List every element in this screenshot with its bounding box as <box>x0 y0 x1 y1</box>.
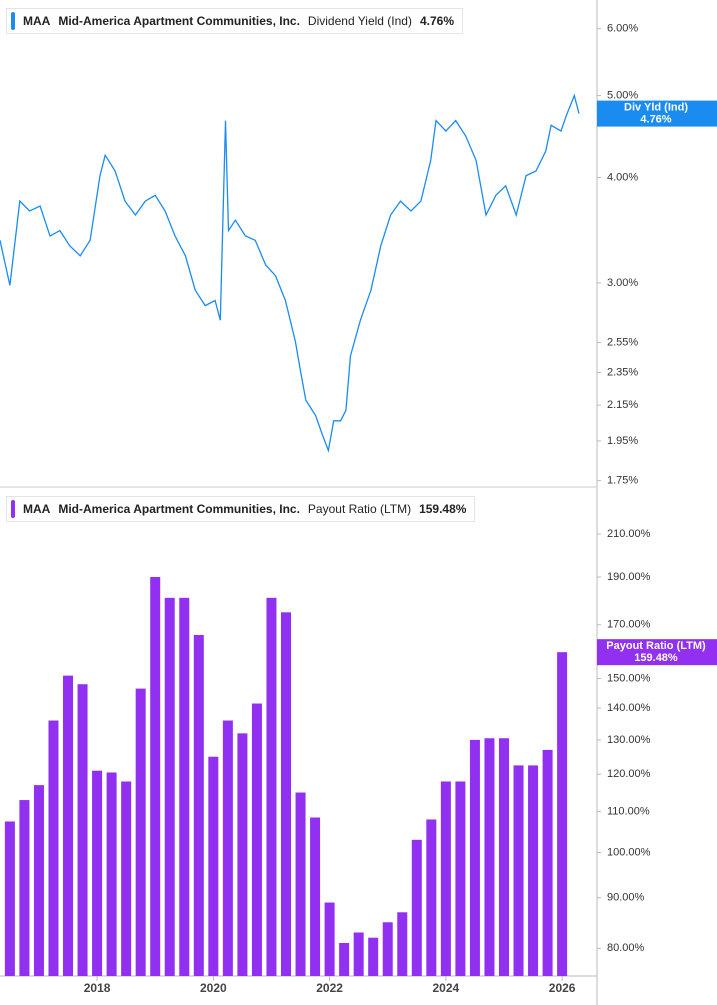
badge-title: Payout Ratio (LTM) <box>606 640 706 652</box>
bar <box>48 720 59 976</box>
bar <box>208 756 219 976</box>
bar <box>92 770 103 976</box>
y-tick-label: 140.00% <box>607 702 651 714</box>
x-tick-label: 2024 <box>433 981 460 995</box>
bar <box>498 738 509 976</box>
bar <box>513 765 524 976</box>
bar <box>455 781 466 976</box>
y-tick-label: 6.00% <box>607 23 638 35</box>
bar <box>484 738 495 976</box>
y-tick-label: 90.00% <box>607 892 645 904</box>
y-tick-label: 190.00% <box>607 571 651 583</box>
value-badge <box>597 100 717 127</box>
y-tick-label: 170.00% <box>607 619 651 631</box>
bar <box>440 781 451 976</box>
bar <box>77 684 88 976</box>
y-tick-label: 3.00% <box>607 277 638 289</box>
color-key <box>11 500 15 518</box>
badge-title: Div Yld (Ind) <box>624 102 688 114</box>
y-tick-label: 110.00% <box>607 806 650 818</box>
bar <box>251 703 262 976</box>
bar <box>106 772 117 976</box>
ticker: MAA <box>23 14 51 28</box>
y-tick-label: 100.00% <box>607 846 651 858</box>
y-tick-label: 1.95% <box>607 435 638 447</box>
x-tick-label: 2022 <box>316 981 343 995</box>
x-tick-label: 2020 <box>200 981 227 995</box>
bar <box>542 749 553 976</box>
bar <box>222 720 233 976</box>
metric: Payout Ratio (LTM) <box>307 502 412 516</box>
y-tick-label: 2.35% <box>607 366 638 378</box>
bar <box>469 739 480 976</box>
bar <box>33 785 44 976</box>
ticker: MAA <box>23 502 51 516</box>
current-value: 4.76% <box>419 14 455 28</box>
metric: Dividend Yield (Ind) <box>307 14 412 28</box>
bar <box>281 612 292 976</box>
company: Mid-America Apartment Communities, Inc. <box>58 502 300 516</box>
bar <box>528 765 539 976</box>
bar <box>295 792 306 976</box>
y-tick-label: 5.00% <box>607 89 638 101</box>
bar <box>19 800 30 976</box>
y-tick-label: 2.15% <box>607 399 638 411</box>
bar <box>4 821 15 976</box>
bar <box>411 839 422 976</box>
bar <box>135 688 146 976</box>
y-tick-label: 210.00% <box>607 528 651 540</box>
current-value: 159.48% <box>419 502 467 516</box>
bar <box>324 902 335 976</box>
header: MAA Mid-America Apartment Communities, I… <box>6 496 476 522</box>
header: MAA Mid-America Apartment Communities, I… <box>6 8 464 34</box>
x-tick-label: 2018 <box>84 981 111 995</box>
bar <box>63 675 74 976</box>
bar <box>557 652 568 976</box>
y-tick-label: 130.00% <box>607 734 651 746</box>
bar <box>339 942 350 976</box>
bar <box>193 634 204 976</box>
bar <box>150 577 161 976</box>
bar <box>237 733 248 976</box>
bar <box>310 817 321 976</box>
badge-value: 4.76% <box>640 114 671 126</box>
bar <box>164 597 175 976</box>
y-tick-label: 1.75% <box>607 475 638 487</box>
y-tick-label: 150.00% <box>607 672 651 684</box>
bar <box>266 597 277 976</box>
y-tick-label: 2.55% <box>607 336 638 348</box>
bar <box>368 937 379 976</box>
company: Mid-America Apartment Communities, Inc. <box>58 14 300 28</box>
y-tick-label: 120.00% <box>607 768 651 780</box>
value-badge <box>597 639 717 666</box>
y-tick-label: 80.00% <box>607 942 645 954</box>
bar <box>382 922 393 976</box>
y-tick-label: 4.00% <box>607 171 638 183</box>
color-key <box>11 12 15 30</box>
line <box>0 93 580 453</box>
bar <box>353 932 364 976</box>
bar <box>121 781 132 976</box>
badge-value: 159.48% <box>634 652 678 664</box>
bar <box>426 819 437 976</box>
x-tick-label: 2026 <box>549 981 576 995</box>
bar <box>397 912 408 976</box>
bar <box>179 597 190 976</box>
